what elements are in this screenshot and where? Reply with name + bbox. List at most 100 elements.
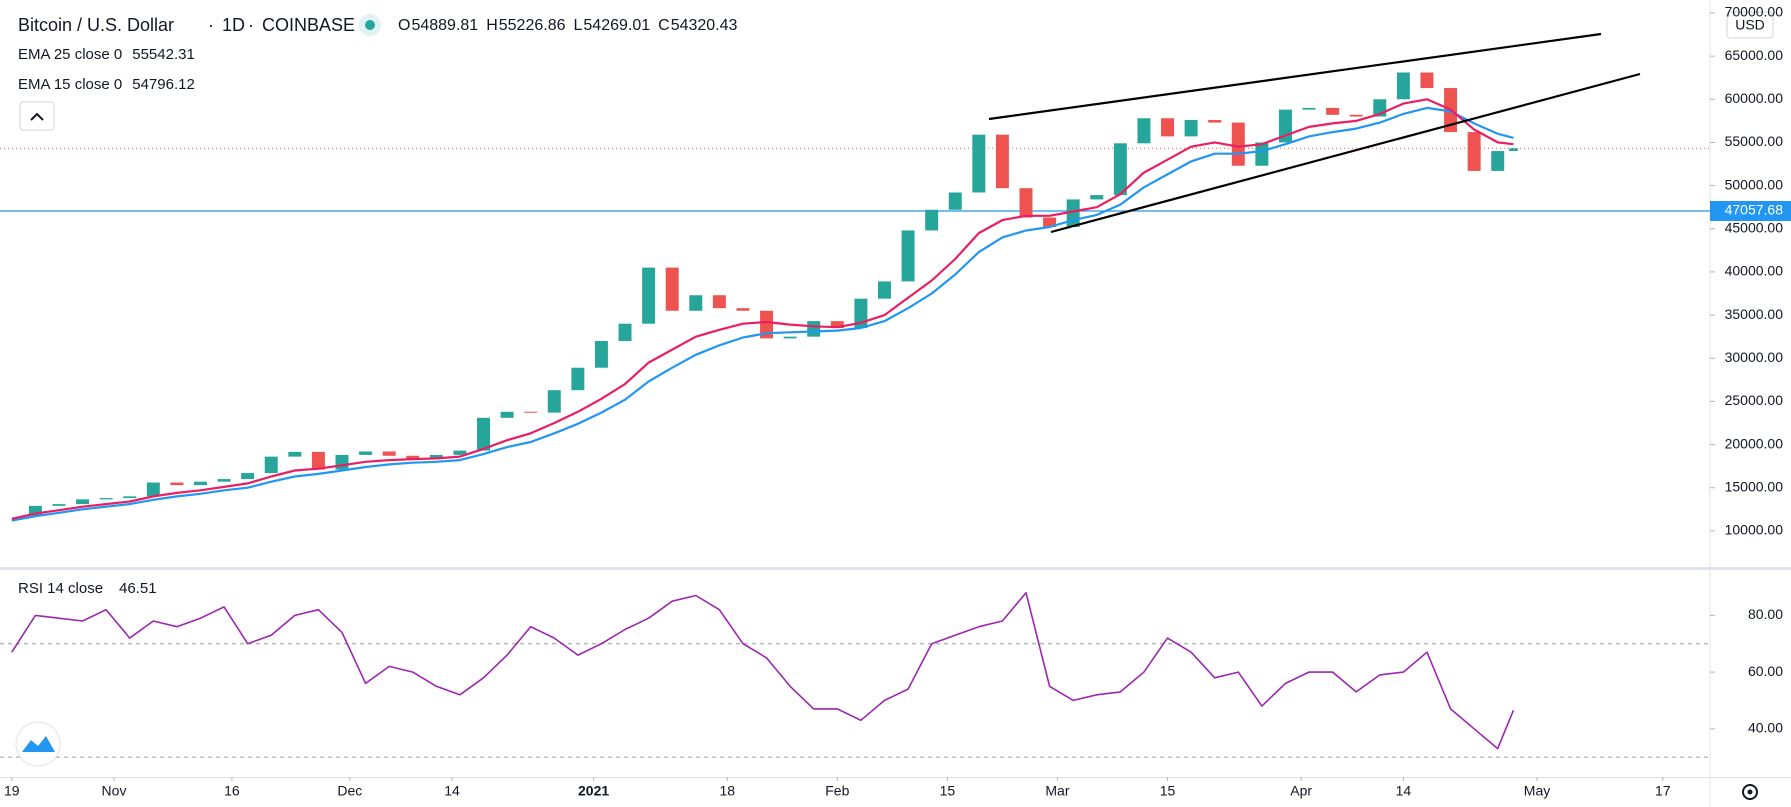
candle-body (972, 134, 986, 193)
candle-body (830, 321, 844, 329)
candle-body (170, 482, 184, 486)
candle-body (1255, 142, 1269, 166)
candle-body (382, 451, 396, 456)
ohlc-value: 55226.86 (499, 17, 566, 34)
candle-body (76, 499, 90, 505)
ema-legend-value: 54796.12 (132, 76, 195, 93)
separator: · (208, 15, 214, 35)
ohlc-prefix: O (398, 17, 410, 34)
candle-body (571, 367, 585, 391)
candle-body (52, 504, 66, 506)
y-tick-label: 10000.00 (1725, 522, 1784, 538)
y-tick-label: 60.00 (1748, 663, 1783, 679)
candle-body (1090, 195, 1104, 200)
separator: · (248, 15, 254, 35)
rsi-legend[interactable]: RSI 14 close (18, 580, 103, 597)
candle-body (1396, 72, 1410, 100)
x-tick-label: 14 (1396, 783, 1412, 799)
candle-body (1326, 107, 1340, 115)
y-tick-label: 70000.00 (1725, 4, 1784, 20)
candle-body (1231, 122, 1245, 166)
market-status-dot (365, 20, 375, 30)
x-tick-label: Nov (102, 783, 127, 799)
candle-body (406, 455, 420, 460)
y-tick-label: 30000.00 (1725, 349, 1784, 365)
candle-body (241, 473, 255, 480)
y-tick-label: 40.00 (1748, 719, 1783, 735)
candle-body (948, 192, 962, 210)
x-tick-label: 16 (224, 783, 240, 799)
candle-body (123, 496, 137, 499)
candle-body (193, 481, 207, 486)
y-tick-label: 15000.00 (1725, 478, 1784, 494)
candle-body (1043, 217, 1057, 228)
currency-button[interactable] (1726, 11, 1774, 39)
indicator-line (11, 591, 1515, 750)
candle-body (925, 209, 939, 231)
candle-body (547, 390, 561, 413)
gear-icon (1742, 784, 1758, 800)
y-tick-label: 65000.00 (1725, 47, 1784, 63)
settings[interactable] (1742, 784, 1758, 800)
candle-body (500, 411, 514, 418)
candle-body (264, 456, 278, 474)
candle-body (524, 411, 538, 413)
x-tick-label: 15 (1160, 783, 1176, 799)
logo-circle (15, 721, 61, 767)
currency: USD (1735, 17, 1765, 33)
candle-body (311, 451, 325, 470)
symbol-title: Bitcoin / U.S. Dollar (18, 15, 174, 35)
y-tick-label: 25000.00 (1725, 392, 1784, 408)
y-tick-label: 60000.00 (1725, 90, 1784, 106)
candle-body (665, 267, 679, 311)
candle-body (1161, 118, 1175, 137)
candle-body (689, 295, 703, 311)
candle-body (1509, 148, 1518, 152)
collapse-icon (30, 112, 44, 121)
x-tick-label: Apr (1290, 783, 1312, 799)
x-tick-label: 17 (1655, 783, 1671, 799)
ohlc-prefix: C (658, 17, 670, 34)
candle-body (783, 336, 797, 339)
candle-body (1349, 114, 1363, 117)
candle-body (618, 323, 632, 341)
ema-legend[interactable]: EMA 15 close 0 (18, 76, 122, 93)
candle-body (1420, 72, 1434, 89)
interval: 1D (222, 15, 245, 35)
ohlc-prefix: H (486, 17, 498, 34)
ohlc-value: 54269.01 (583, 17, 650, 34)
candle-body (1019, 188, 1033, 218)
candle-body (335, 454, 349, 470)
candle-body (712, 295, 726, 309)
indicator-line (11, 106, 1514, 522)
candle-body (28, 505, 42, 516)
candle-body (99, 498, 113, 500)
tv-logo[interactable] (15, 721, 61, 767)
candle-body (1302, 107, 1316, 110)
candle-body (807, 321, 821, 337)
ohlc: O 54889.81 H 55226.86 L 54269.01 C 54320.43 (398, 17, 738, 34)
y-tick-label: 35000.00 (1725, 306, 1784, 322)
x-tick-label: 2021 (578, 783, 609, 799)
ohlc-prefix: L (573, 17, 582, 34)
candle-body (642, 267, 656, 324)
ema-legend[interactable]: EMA 25 close 0 (18, 46, 122, 63)
collapse-button[interactable] (19, 101, 55, 131)
candle-body (477, 417, 491, 451)
candle-body (146, 482, 160, 497)
candle-body (1184, 119, 1198, 137)
x-tick-label: Dec (337, 783, 362, 799)
x-tick-label: May (1524, 783, 1550, 799)
candle-body (760, 310, 774, 339)
logo-shape (22, 736, 55, 752)
candle-body (288, 451, 302, 457)
gear-center (1747, 789, 1753, 795)
candle-body (359, 451, 373, 455)
y-tick-label: 20000.00 (1725, 435, 1784, 451)
candle-body (1467, 132, 1481, 171)
indicator-line (11, 98, 1514, 520)
candle-body (429, 454, 443, 460)
candle-body (1491, 151, 1505, 171)
